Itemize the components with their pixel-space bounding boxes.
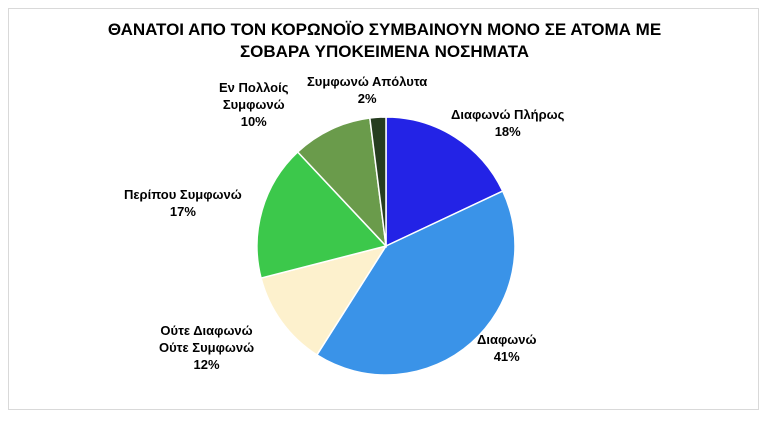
slice-label-peripou-symfono: Περίπου Συμφωνώ 17% <box>124 186 242 220</box>
slice-label-diafono: Διαφωνώ 41% <box>477 331 536 365</box>
slice-label-en-pollois: Εν Πολλοίς Συμφωνώ 10% <box>219 79 288 130</box>
slice-label-text: Περίπου Συμφωνώ <box>124 187 242 202</box>
slice-label-text: Διαφωνώ Πλήρως <box>451 107 565 122</box>
slice-label-symfono-apolyta: Συμφωνώ Απόλυτα 2% <box>307 73 427 107</box>
slice-label-pct: 18% <box>494 124 521 139</box>
pie-slice-0 <box>385 116 504 248</box>
pie-chart <box>256 116 516 376</box>
slice-label-text-1: Ούτε Διαφωνώ <box>160 323 253 338</box>
pie-slice-4 <box>296 117 388 249</box>
slice-label-oute-diafono: Ούτε Διαφωνώ Ούτε Συμφωνώ 12% <box>159 322 254 373</box>
slice-label-pct: 17% <box>169 204 196 219</box>
pie-slice-2 <box>260 244 388 356</box>
slice-label-text-2: Συμφωνώ <box>222 97 285 112</box>
chart-frame: ΘΑΝΑΤΟΙ ΑΠΟ ΤΟΝ ΚΟΡΩΝΟΪΟ ΣΥΜΒΑΙΝΟΥΝ ΜΟΝΟ… <box>8 8 759 410</box>
pie-slice-3 <box>256 150 388 279</box>
slice-label-pct: 10% <box>240 114 267 129</box>
slice-label-text-1: Εν Πολλοίς <box>219 80 289 95</box>
slice-label-text: Διαφωνώ <box>477 332 537 347</box>
pie-slice-5 <box>368 116 387 247</box>
slice-label-text-2: Ούτε Συμφωνώ <box>159 340 255 355</box>
slice-label-diafono-pliros: Διαφωνώ Πλήρως 18% <box>451 106 564 140</box>
slice-label-pct: 12% <box>193 357 220 372</box>
slice-label-pct: 41% <box>493 349 520 364</box>
chart-title-line-1: ΘΑΝΑΤΟΙ ΑΠΟ ΤΟΝ ΚΟΡΩΝΟΪΟ ΣΥΜΒΑΙΝΟΥΝ ΜΟΝΟ… <box>107 20 662 39</box>
pie-slice-1 <box>315 190 516 376</box>
chart-title: ΘΑΝΑΤΟΙ ΑΠΟ ΤΟΝ ΚΟΡΩΝΟΪΟ ΣΥΜΒΑΙΝΟΥΝ ΜΟΝΟ… <box>9 19 760 63</box>
chart-title-line-2: ΣΟΒΑΡΑ ΥΠΟΚΕΙΜΕΝΑ ΝΟΣΗΜΑΤΑ <box>239 42 530 61</box>
slice-label-text: Συμφωνώ Απόλυτα <box>307 74 428 89</box>
slice-label-pct: 2% <box>357 91 377 106</box>
